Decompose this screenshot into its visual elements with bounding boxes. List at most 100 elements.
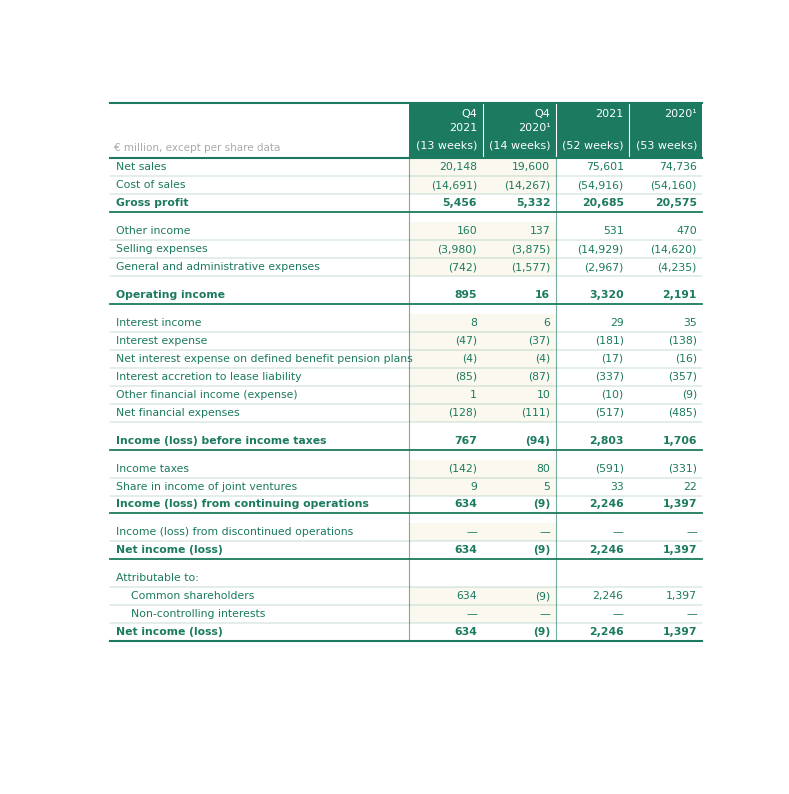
Text: 2,246: 2,246: [589, 627, 623, 637]
Bar: [483, 368, 555, 386]
Bar: [483, 460, 555, 477]
Text: (111): (111): [522, 407, 551, 418]
Text: 160: 160: [456, 226, 477, 237]
Bar: [629, 195, 702, 212]
Bar: [409, 495, 483, 514]
Bar: [555, 286, 629, 304]
Text: Interest income: Interest income: [116, 318, 201, 328]
Bar: [110, 605, 409, 623]
Bar: [483, 588, 555, 605]
Text: (742): (742): [448, 262, 477, 272]
Bar: [555, 159, 629, 176]
Bar: [409, 176, 483, 195]
Bar: [555, 432, 629, 449]
Text: 5,456: 5,456: [443, 198, 477, 208]
Text: Share in income of joint ventures: Share in income of joint ventures: [116, 481, 297, 491]
Text: (54,160): (54,160): [651, 180, 697, 191]
Bar: [629, 176, 702, 195]
Bar: [555, 605, 629, 623]
Text: 20,148: 20,148: [439, 163, 477, 172]
Text: 1: 1: [470, 390, 477, 399]
Bar: [629, 523, 702, 542]
Bar: [110, 286, 409, 304]
Bar: [110, 368, 409, 386]
Bar: [629, 542, 702, 559]
Text: 2021: 2021: [449, 123, 477, 133]
Text: 33: 33: [610, 481, 623, 491]
Text: General and administrative expenses: General and administrative expenses: [116, 262, 320, 272]
Bar: [629, 241, 702, 258]
Text: 634: 634: [454, 545, 477, 555]
Bar: [110, 588, 409, 605]
Bar: [409, 623, 483, 641]
Bar: [409, 103, 702, 159]
Bar: [555, 386, 629, 403]
Bar: [629, 159, 702, 176]
Text: 22: 22: [683, 481, 697, 491]
Text: Net income (loss): Net income (loss): [116, 627, 222, 637]
Bar: [629, 258, 702, 276]
Bar: [629, 569, 702, 588]
Text: 5: 5: [544, 481, 551, 491]
Text: Income (loss) from discontinued operations: Income (loss) from discontinued operatio…: [116, 527, 353, 538]
Bar: [409, 241, 483, 258]
Text: 2020¹: 2020¹: [664, 109, 697, 119]
Bar: [110, 212, 702, 222]
Text: (14 weeks): (14 weeks): [489, 141, 551, 150]
Text: Common shareholders: Common shareholders: [131, 592, 255, 601]
Bar: [483, 569, 555, 588]
Bar: [409, 314, 483, 332]
Text: 634: 634: [454, 627, 477, 637]
Text: —: —: [540, 609, 551, 619]
Bar: [110, 523, 409, 542]
Bar: [629, 314, 702, 332]
Text: 16: 16: [535, 290, 551, 300]
Bar: [483, 241, 555, 258]
Text: 2,191: 2,191: [663, 290, 697, 300]
Bar: [629, 403, 702, 422]
Bar: [110, 159, 409, 176]
Text: 19,600: 19,600: [512, 163, 551, 172]
Text: 8: 8: [470, 318, 477, 328]
Text: 470: 470: [676, 226, 697, 237]
Bar: [555, 495, 629, 514]
Text: Non-controlling interests: Non-controlling interests: [131, 609, 266, 619]
Text: 5,332: 5,332: [516, 198, 551, 208]
Text: (331): (331): [668, 464, 697, 473]
Bar: [110, 569, 409, 588]
Text: (1,577): (1,577): [511, 262, 551, 272]
Text: (9): (9): [533, 627, 551, 637]
Text: Income taxes: Income taxes: [116, 464, 189, 473]
Text: 35: 35: [683, 318, 697, 328]
Bar: [409, 350, 483, 368]
Text: —: —: [466, 609, 477, 619]
Text: (357): (357): [668, 372, 697, 382]
Bar: [629, 368, 702, 386]
Bar: [555, 222, 629, 241]
Bar: [483, 350, 555, 368]
Text: 137: 137: [529, 226, 551, 237]
Bar: [629, 332, 702, 350]
Text: (2,967): (2,967): [585, 262, 623, 272]
Bar: [483, 542, 555, 559]
Bar: [110, 460, 409, 477]
Text: (3,980): (3,980): [438, 245, 477, 254]
Bar: [483, 477, 555, 495]
Text: Net income (loss): Net income (loss): [116, 545, 222, 555]
Text: —: —: [613, 527, 623, 538]
Bar: [110, 386, 409, 403]
Bar: [110, 258, 409, 276]
Bar: [409, 460, 483, 477]
Text: (4,235): (4,235): [657, 262, 697, 272]
Text: (85): (85): [455, 372, 477, 382]
Bar: [483, 623, 555, 641]
Text: 1,706: 1,706: [663, 436, 697, 445]
Text: (14,929): (14,929): [578, 245, 623, 254]
Bar: [629, 623, 702, 641]
Bar: [555, 332, 629, 350]
Text: 2,803: 2,803: [589, 436, 623, 445]
Bar: [555, 350, 629, 368]
Text: 2021: 2021: [596, 109, 623, 119]
Bar: [110, 176, 409, 195]
Text: 895: 895: [454, 290, 477, 300]
